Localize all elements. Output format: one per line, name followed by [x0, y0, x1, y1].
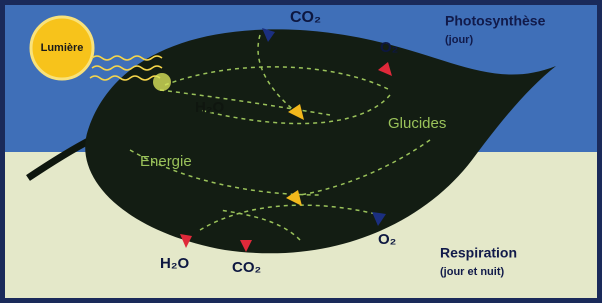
o2-out-label: O₂	[380, 39, 398, 56]
o2-in-label: O₂	[378, 231, 396, 248]
respiration-time: (jour et nuit)	[440, 266, 504, 278]
energie-label: Energie	[140, 153, 192, 170]
light-label: Lumière	[41, 42, 84, 54]
h2o-out-label: H₂O	[160, 255, 189, 272]
co2-out-label: CO₂	[232, 259, 261, 276]
photosynthesis-label: Photosynthèse	[445, 13, 546, 29]
co2-in-label: CO₂	[290, 9, 321, 26]
respiration-label: Respiration	[440, 245, 517, 261]
glucides-label: Glucides	[388, 115, 446, 132]
diagram: Lumière CO₂ O₂ H₂O Glucides Energie O₂ H…	[0, 0, 602, 303]
h2o-in-label: H₂O	[195, 99, 224, 116]
absorption-glow	[153, 73, 171, 91]
photosynthesis-time: (jour)	[445, 34, 473, 46]
